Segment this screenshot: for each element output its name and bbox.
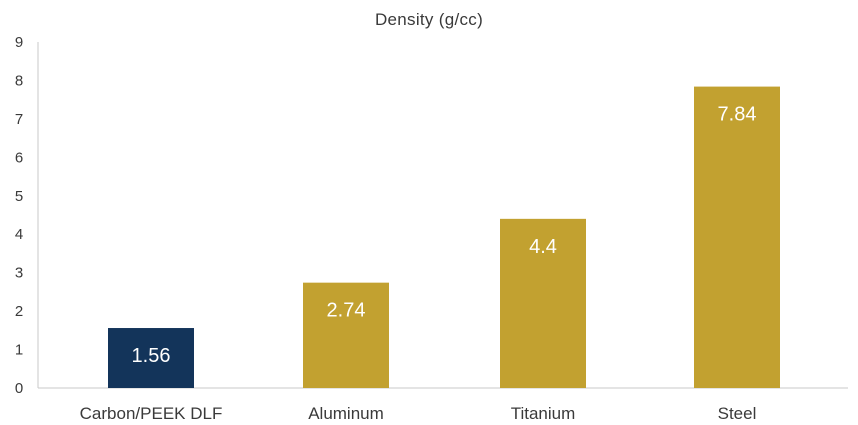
y-tick-label: 6 xyxy=(15,149,23,166)
y-tick-label: 8 xyxy=(15,72,23,89)
y-tick-label: 0 xyxy=(15,380,23,397)
y-tick-label: 7 xyxy=(15,111,23,128)
x-category-label: Aluminum xyxy=(308,404,384,423)
y-tick-label: 2 xyxy=(15,303,23,320)
y-tick-label: 9 xyxy=(15,34,23,51)
bar xyxy=(694,86,780,389)
bar xyxy=(108,328,194,388)
y-tick-label: 3 xyxy=(15,265,23,282)
bar xyxy=(303,282,389,388)
x-category-label: Titanium xyxy=(511,404,576,423)
y-tick-label: 5 xyxy=(15,188,23,205)
chart-title: Density (g/cc) xyxy=(374,10,484,29)
x-category-label: Steel xyxy=(718,404,757,423)
data-label: 4.4 xyxy=(529,236,557,258)
x-category-label: Carbon/PEEK DLF xyxy=(80,404,223,423)
bar xyxy=(500,218,586,388)
data-label: 7.84 xyxy=(718,104,757,126)
data-label: 2.74 xyxy=(327,300,366,322)
data-label: 1.56 xyxy=(132,345,171,367)
y-tick-label: 4 xyxy=(15,226,23,243)
y-tick-label: 1 xyxy=(15,342,23,359)
